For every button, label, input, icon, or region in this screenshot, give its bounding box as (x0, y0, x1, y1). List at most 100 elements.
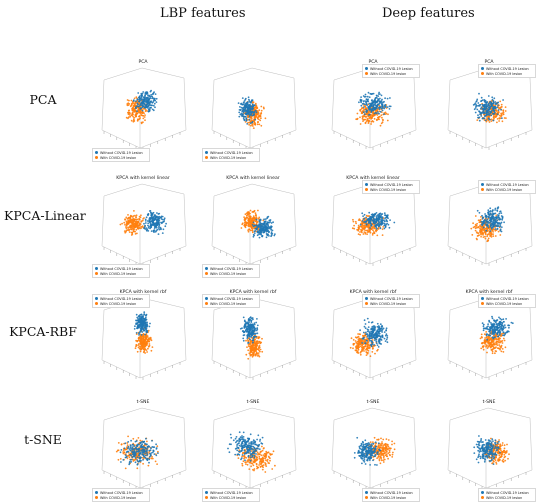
blue-point (139, 324, 141, 326)
orange-point (142, 118, 144, 120)
blue-point (248, 119, 250, 121)
blue-point (143, 322, 145, 324)
blue-point (255, 224, 257, 226)
blue-point (492, 217, 494, 219)
orange-point (249, 225, 251, 227)
orange-point (247, 223, 249, 225)
blue-point (373, 93, 375, 95)
orange-point (487, 343, 489, 345)
blue-point (364, 113, 366, 115)
blue-point (245, 103, 247, 105)
blue-point (252, 342, 254, 344)
legend-swatch (365, 72, 368, 75)
orange-point (360, 354, 362, 356)
orange-point (241, 227, 243, 229)
orange-point (494, 352, 496, 354)
orange-point (259, 124, 261, 126)
orange-point (364, 224, 366, 226)
orange-point (142, 338, 144, 340)
orange-point (247, 349, 249, 351)
blue-point (149, 326, 151, 328)
blue-point (138, 326, 140, 328)
orange-point (475, 230, 477, 232)
orange-point (353, 343, 355, 345)
blue-point (145, 92, 147, 94)
blue-point (497, 113, 499, 115)
blue-point (154, 226, 156, 228)
blue-point (378, 216, 380, 218)
legend-label: With COVID-19 lesion (370, 188, 406, 192)
blue-point (252, 224, 254, 226)
orange-point (124, 232, 126, 234)
blue-point (160, 228, 162, 230)
blue-point (150, 97, 152, 99)
blue-point (150, 96, 152, 98)
blue-point (386, 339, 388, 341)
blue-point (479, 117, 481, 119)
blue-point (483, 106, 485, 108)
blue-point (367, 335, 369, 337)
legend-item: With COVID-19 lesion (205, 271, 257, 276)
orange-point (481, 336, 483, 338)
blue-point (498, 222, 500, 224)
blue-point (244, 324, 246, 326)
orange-point (137, 351, 139, 353)
blue-point (143, 311, 145, 313)
legend-item: Without COVID-19 Lesion (481, 66, 533, 71)
blue-point (377, 224, 379, 226)
blue-point (263, 218, 265, 220)
blue-point (507, 330, 509, 332)
orange-point (499, 234, 501, 236)
blue-point (363, 332, 365, 334)
blue-point (162, 219, 164, 221)
blue-point (486, 221, 488, 223)
blue-point (492, 326, 494, 328)
orange-point (382, 121, 384, 123)
blue-point (378, 331, 380, 333)
blue-point (154, 103, 156, 105)
blue-point (154, 106, 156, 108)
legend-label: With COVID-19 lesion (210, 272, 246, 276)
blue-point (257, 332, 259, 334)
orange-point (495, 350, 497, 352)
orange-point (257, 210, 259, 212)
blue-point (243, 340, 245, 342)
orange-point (143, 342, 145, 344)
orange-point (368, 224, 370, 226)
blue-point (507, 325, 509, 327)
legend-item: With COVID-19 lesion (481, 71, 533, 76)
blue-point (478, 110, 480, 112)
blue-point (491, 96, 493, 98)
legend-item: With COVID-19 lesion (205, 155, 257, 160)
blue-point (154, 98, 156, 100)
orange-point (372, 229, 374, 231)
blue-point (496, 107, 498, 109)
blue-point (370, 93, 372, 95)
blue-point (369, 338, 371, 340)
orange-point (126, 227, 128, 229)
row-label-pca: PCA (4, 92, 82, 107)
blue-point (250, 320, 252, 322)
blue-point (498, 217, 500, 219)
orange-point (127, 214, 129, 216)
legend-label: Without COVID-19 Lesion (100, 297, 143, 301)
blue-point (492, 226, 494, 228)
blue-point (142, 320, 144, 322)
blue-point (376, 95, 378, 97)
blue-point (147, 222, 149, 224)
orange-point (365, 345, 367, 347)
blue-point (246, 110, 248, 112)
legend-swatch (205, 272, 208, 275)
blue-point (255, 228, 257, 230)
legend-label: With COVID-19 lesion (210, 156, 246, 160)
blue-point (485, 120, 487, 122)
blue-point (496, 225, 498, 227)
blue-point (377, 328, 379, 330)
orange-point (502, 342, 504, 344)
legend-item: Without COVID-19 Lesion (95, 296, 147, 301)
blue-point (146, 105, 148, 107)
blue-point (251, 325, 253, 327)
orange-point (367, 350, 369, 352)
orange-point (362, 335, 364, 337)
